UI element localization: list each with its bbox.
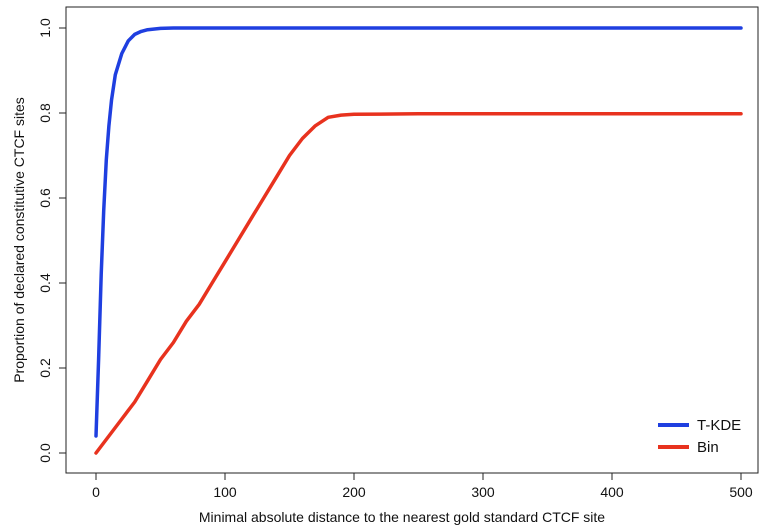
x-tick-label: 400: [600, 484, 624, 500]
y-tick-label: 0.8: [37, 103, 53, 123]
plot-frame: [65, 6, 759, 474]
y-tick-label: 0.0: [37, 443, 53, 463]
y-tick-label: 1.0: [37, 18, 53, 38]
x-axis: 0 100 200 300 400 500: [92, 473, 753, 500]
y-tick-label: 0.6: [37, 188, 53, 208]
y-axis: 0.0 0.2 0.4 0.6 0.8 1.0: [37, 18, 66, 463]
x-tick-label: 300: [471, 484, 495, 500]
y-axis-title: Proportion of declared constitutive CTCF…: [11, 97, 27, 383]
y-tick-label: 0.2: [37, 358, 53, 378]
legend-label: T-KDE: [697, 417, 741, 434]
x-axis-title: Minimal absolute distance to the nearest…: [199, 509, 605, 525]
series-lines: [94, 26, 743, 455]
legend: T-KDE Bin: [658, 417, 741, 456]
series-line-t-kde: [94, 26, 743, 438]
x-tick-label: 200: [342, 484, 366, 500]
x-tick-label: 100: [213, 484, 237, 500]
x-tick-label: 0: [92, 484, 100, 500]
series-line-bin: [94, 112, 743, 455]
y-tick-label: 0.4: [37, 273, 53, 293]
x-tick-label: 500: [729, 484, 753, 500]
legend-label: Bin: [697, 439, 719, 456]
